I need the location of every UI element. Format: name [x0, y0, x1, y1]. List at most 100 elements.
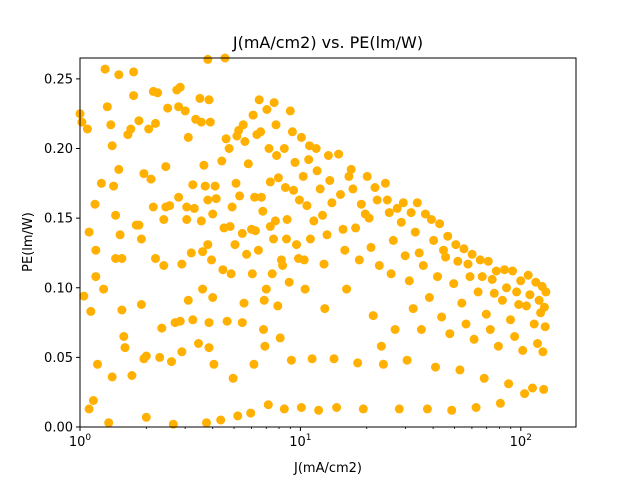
data-point: [408, 304, 418, 314]
data-point: [254, 95, 264, 105]
data-point: [203, 195, 213, 205]
data-point: [340, 245, 350, 255]
data-point: [141, 351, 151, 361]
data-point: [433, 272, 442, 282]
data-point: [114, 164, 124, 174]
data-point: [111, 254, 121, 263]
data-point: [210, 181, 220, 191]
data-point: [227, 202, 237, 212]
data-point: [312, 166, 322, 176]
data-point: [88, 396, 98, 405]
data-point: [315, 184, 325, 194]
data-point: [82, 124, 92, 134]
data-point: [250, 226, 260, 236]
data-point: [302, 201, 312, 211]
data-point: [159, 215, 169, 224]
data-point: [309, 216, 319, 226]
data-point: [246, 408, 256, 418]
y-axis-label: PE(lm/W): [21, 212, 36, 272]
data-point: [117, 254, 127, 263]
data-point: [372, 195, 382, 205]
data-point: [272, 151, 282, 160]
data-point: [356, 199, 366, 209]
data-point: [91, 272, 101, 282]
data-point: [459, 244, 469, 254]
data-point: [445, 329, 455, 339]
data-point: [441, 252, 451, 262]
data-point: [523, 270, 533, 280]
data-point: [259, 325, 268, 334]
data-point: [139, 169, 149, 179]
data-point: [538, 347, 548, 357]
data-point: [318, 210, 327, 220]
data-point: [495, 398, 505, 408]
data-point: [528, 383, 537, 393]
data-point: [322, 230, 332, 240]
data-point: [471, 403, 481, 412]
data-point: [79, 291, 89, 301]
data-point: [451, 240, 461, 250]
data-point: [253, 245, 263, 255]
data-point: [525, 290, 535, 300]
data-point: [270, 216, 280, 226]
data-point: [153, 88, 163, 98]
y-tick-label: 0.25: [44, 72, 73, 87]
data-point: [418, 261, 428, 270]
data-point: [278, 261, 288, 270]
data-point: [473, 287, 483, 297]
data-point: [207, 255, 216, 265]
data-point: [424, 293, 434, 302]
data-point: [412, 198, 422, 208]
data-point: [390, 325, 400, 334]
data-point: [231, 178, 241, 188]
data-point: [177, 347, 187, 357]
data-point: [292, 240, 301, 250]
data-point: [392, 203, 402, 213]
data-point: [539, 302, 549, 312]
data-point: [96, 178, 106, 188]
data-point: [539, 384, 549, 394]
data-point: [533, 339, 542, 348]
data-point: [346, 164, 356, 174]
data-point: [386, 269, 396, 279]
data-point: [84, 404, 94, 414]
plot-frame: [79, 57, 577, 428]
data-point: [469, 334, 479, 344]
data-point: [221, 134, 231, 144]
data-point: [439, 245, 448, 255]
data-point: [174, 102, 184, 112]
data-point: [279, 144, 289, 153]
data-point: [99, 284, 109, 294]
data-point: [294, 195, 304, 205]
data-point: [463, 259, 473, 269]
data-point: [300, 284, 310, 294]
data-point: [368, 311, 378, 321]
data-point: [354, 255, 364, 265]
data-point: [338, 224, 348, 234]
data-point: [284, 277, 294, 287]
data-point: [194, 339, 203, 348]
data-point: [388, 235, 398, 245]
data-point: [475, 255, 485, 265]
x-axis-label: J(mA/cm2): [293, 461, 362, 476]
data-point: [534, 295, 544, 305]
data-point: [404, 276, 414, 286]
data-point: [394, 404, 404, 414]
data-point: [134, 116, 144, 126]
data-point: [183, 295, 193, 305]
data-point: [376, 341, 386, 351]
data-point: [269, 98, 279, 108]
data-point: [177, 259, 187, 269]
data-point: [129, 67, 139, 77]
data-point: [146, 174, 156, 184]
data-point: [426, 215, 436, 224]
y-axis: 0.00 0.05 0.10 0.15 0.20 0.25: [44, 72, 80, 436]
data-point: [508, 266, 518, 276]
data-point: [144, 124, 154, 134]
data-point: [189, 203, 199, 213]
data-point: [90, 199, 100, 209]
data-point: [205, 117, 215, 127]
data-point: [320, 304, 330, 314]
data-point: [479, 373, 489, 383]
data-point: [222, 316, 232, 326]
